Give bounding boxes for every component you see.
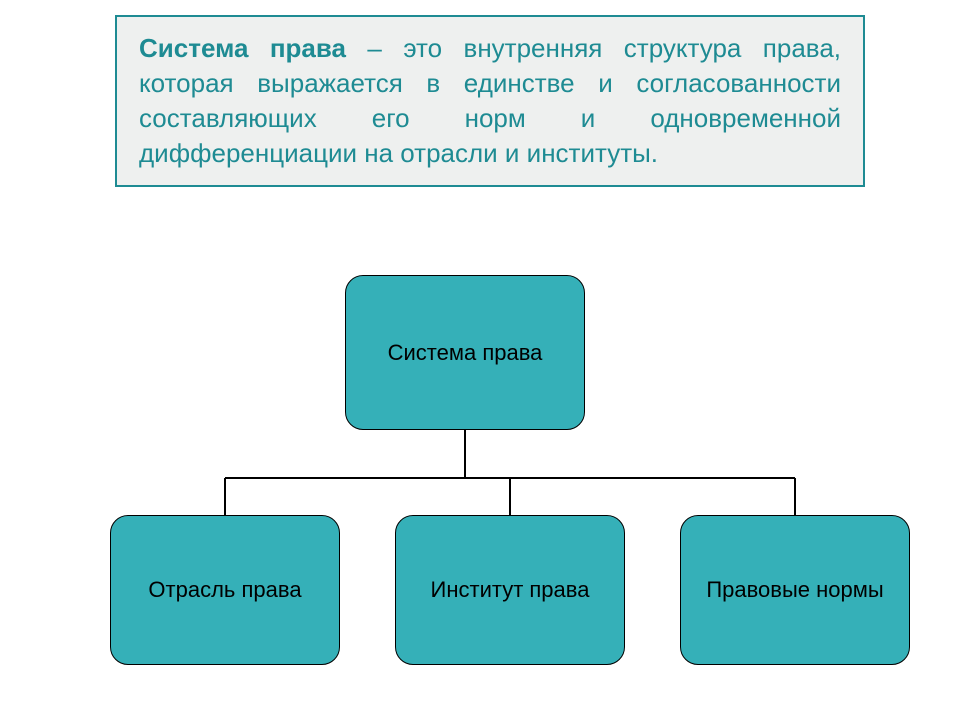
definition-box: Система права – это внутренняя структура…: [115, 15, 865, 187]
definition-separator: –: [346, 33, 403, 63]
child-node: Отрасль права: [110, 515, 340, 665]
child-node-label: Отрасль права: [148, 577, 301, 603]
definition-term: Система права: [139, 33, 346, 63]
root-node: Система права: [345, 275, 585, 430]
child-node-label: Институт права: [431, 577, 590, 603]
root-node-label: Система права: [388, 340, 543, 366]
child-node: Институт права: [395, 515, 625, 665]
child-node: Правовые нормы: [680, 515, 910, 665]
child-node-label: Правовые нормы: [706, 577, 883, 603]
